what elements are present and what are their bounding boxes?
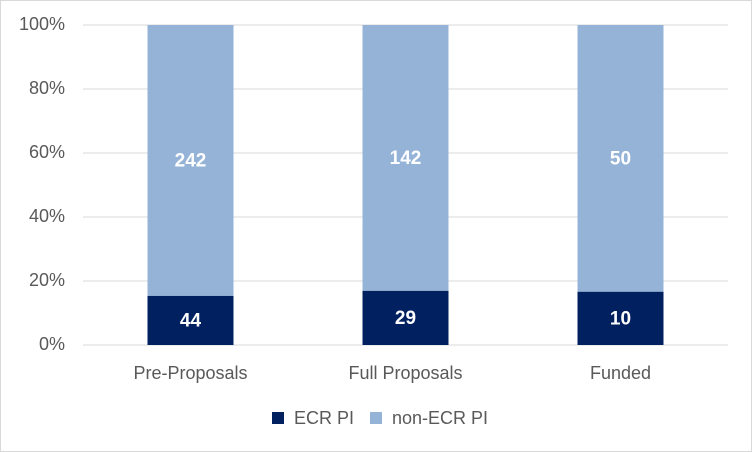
y-tick-label: 80% xyxy=(29,78,65,98)
y-tick-label: 40% xyxy=(29,206,65,226)
y-tick-label: 60% xyxy=(29,142,65,162)
data-label: 142 xyxy=(390,148,422,169)
bar-segment xyxy=(577,291,664,345)
y-tick-label: 100% xyxy=(19,14,65,34)
bar-segment xyxy=(577,25,664,292)
y-tick-label: 0% xyxy=(39,334,65,354)
legend-swatch xyxy=(272,412,284,424)
x-tick-label: Full Proposals xyxy=(348,363,462,383)
legend-label: non-ECR PI xyxy=(392,408,488,428)
bar-segment xyxy=(362,290,449,345)
legend-swatch xyxy=(370,412,382,424)
y-tick-label: 20% xyxy=(29,270,65,290)
bar-segment xyxy=(147,25,234,296)
data-label: 10 xyxy=(610,308,631,329)
bar-segment xyxy=(147,295,234,345)
bar-segment xyxy=(362,25,449,291)
data-label: 44 xyxy=(180,310,202,331)
data-label: 242 xyxy=(175,150,207,171)
x-tick-label: Pre-Proposals xyxy=(133,363,247,383)
data-label: 50 xyxy=(610,148,631,169)
legend-label: ECR PI xyxy=(294,408,354,428)
data-label: 29 xyxy=(395,308,416,329)
x-tick-label: Funded xyxy=(590,363,651,383)
